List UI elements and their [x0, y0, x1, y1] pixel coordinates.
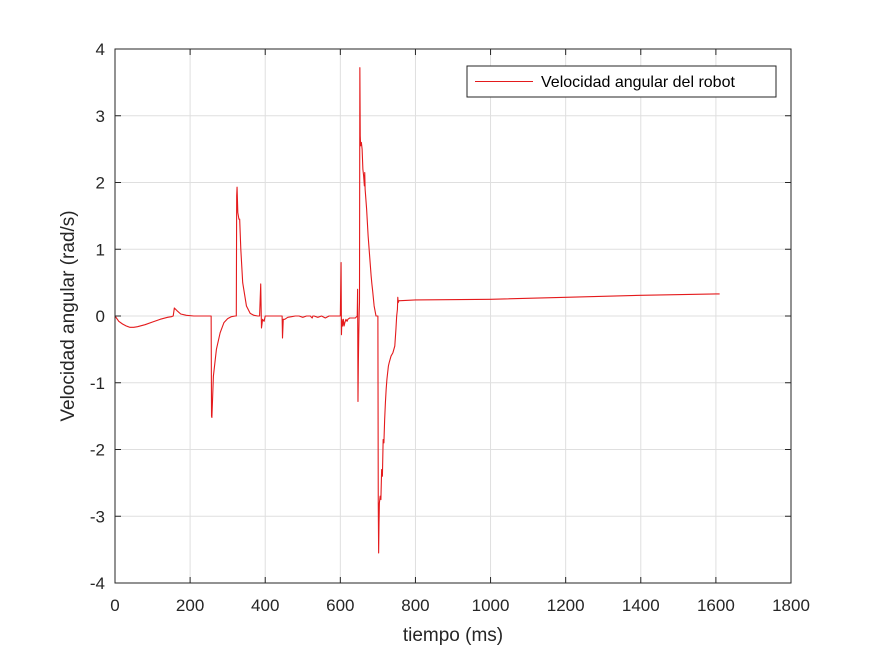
x-tick-label: 200 [176, 596, 204, 615]
x-tick-label: 600 [326, 596, 354, 615]
x-tick-label: 1000 [472, 596, 510, 615]
legend: Velocidad angular del robot [466, 65, 777, 98]
x-tick-label: 1400 [622, 596, 660, 615]
y-tick-label: -2 [90, 441, 105, 460]
legend-entry-label: Velocidad angular del robot [541, 74, 735, 91]
x-tick-label: 1800 [772, 596, 810, 615]
data-layer [114, 67, 720, 554]
tick-marks [114, 48, 792, 584]
y-tick-label: 3 [96, 107, 105, 126]
x-tick-label: 400 [251, 596, 279, 615]
x-tick-label: 1600 [697, 596, 735, 615]
x-tick-label: 800 [401, 596, 429, 615]
y-axis-label: Velocidad angular (rad/s) [58, 210, 79, 421]
tick-labels: 0 200 400 600 800 1000 1200 1400 1600 1800 -4 -3 -2 -… [90, 40, 810, 615]
x-tick-label: 0 [110, 596, 119, 615]
y-tick-label: -1 [90, 374, 105, 393]
y-tick-label: -3 [90, 507, 105, 526]
y-tick-label: -4 [90, 574, 105, 593]
series-line-0 [114, 67, 720, 554]
x-axis-label: tiempo (ms) [403, 625, 503, 646]
y-tick-label: 2 [96, 174, 105, 193]
y-tick-label: 0 [96, 307, 105, 326]
y-tick-label: 4 [96, 40, 105, 59]
y-tick-label: 1 [96, 240, 105, 259]
x-tick-label: 1200 [547, 596, 585, 615]
